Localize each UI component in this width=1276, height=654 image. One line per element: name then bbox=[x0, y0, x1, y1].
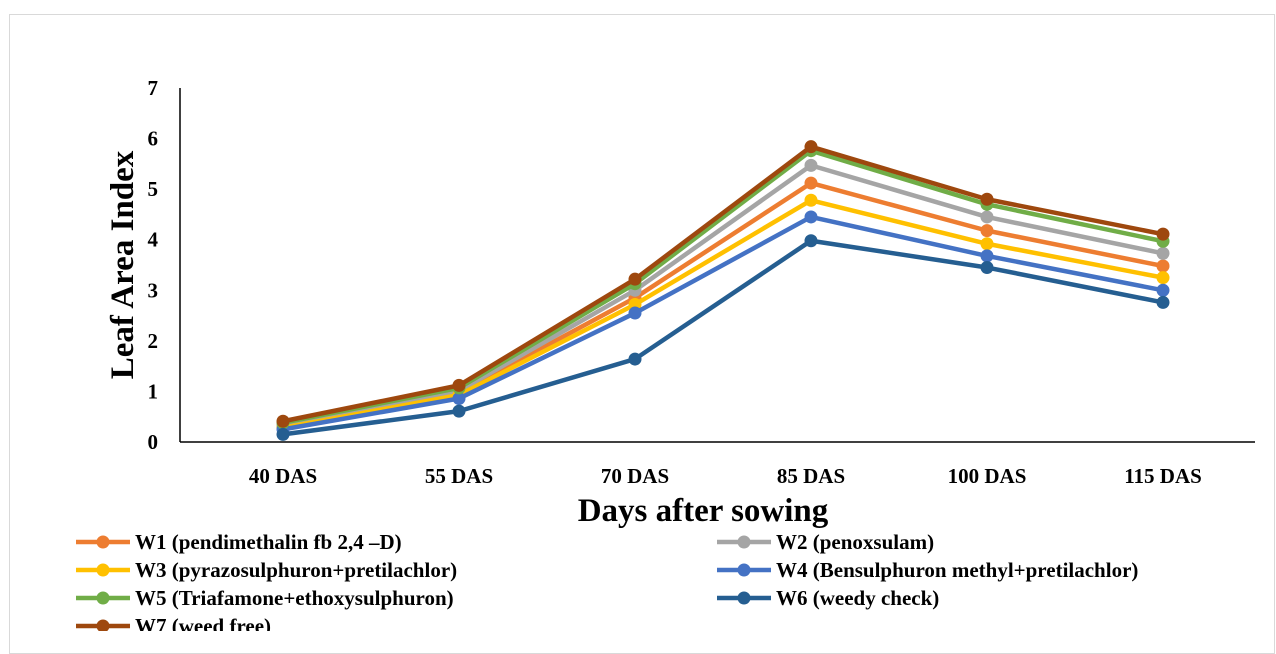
legend-label: W3 (pyrazosulphuron+pretilachlor) bbox=[135, 558, 457, 582]
y-tick-label: 5 bbox=[148, 177, 159, 201]
data-point bbox=[980, 210, 994, 224]
series-group bbox=[276, 140, 1170, 441]
series-4 bbox=[276, 210, 1170, 436]
x-tick-label: 85 DAS bbox=[777, 464, 845, 488]
legend-swatch-marker bbox=[96, 619, 110, 631]
legend-item: W4 (Bensulphuron methyl+pretilachlor) bbox=[717, 558, 1138, 582]
data-point bbox=[452, 378, 466, 392]
data-point bbox=[804, 176, 818, 190]
data-point bbox=[628, 352, 642, 366]
data-point bbox=[1156, 227, 1170, 241]
legend-swatch-marker bbox=[96, 535, 110, 549]
data-point bbox=[804, 158, 818, 172]
data-point bbox=[804, 210, 818, 224]
legend-label: W7 (weed free) bbox=[135, 614, 271, 631]
data-point bbox=[980, 237, 994, 251]
legend-swatch-marker bbox=[737, 563, 751, 577]
data-point bbox=[1156, 246, 1170, 260]
legend-item: W2 (penoxsulam) bbox=[717, 530, 934, 554]
data-point bbox=[452, 404, 466, 418]
chart-frame bbox=[9, 14, 1275, 654]
legend-label: W4 (Bensulphuron methyl+pretilachlor) bbox=[776, 558, 1138, 582]
series-line bbox=[282, 144, 1164, 424]
legend-label: W1 (pendimethalin fb 2,4 –D) bbox=[135, 530, 402, 554]
data-point bbox=[804, 140, 818, 154]
legend: W1 (pendimethalin fb 2,4 –D) W2 (penoxsul… bbox=[76, 530, 1138, 631]
legend-item: W7 (weed free) bbox=[76, 614, 271, 631]
series-line bbox=[282, 238, 1164, 437]
legend-label: W2 (penoxsulam) bbox=[776, 530, 934, 554]
data-point bbox=[276, 427, 290, 441]
x-tick-label: 115 DAS bbox=[1124, 464, 1202, 488]
data-point bbox=[1156, 259, 1170, 273]
legend-item: W6 (weedy check) bbox=[717, 586, 939, 610]
y-tick-label: 3 bbox=[148, 278, 159, 302]
x-tick-label: 100 DAS bbox=[948, 464, 1027, 488]
series-line bbox=[282, 214, 1164, 432]
data-point bbox=[276, 414, 290, 428]
legend-item: W5 (Triafamone+ethoxysulphuron) bbox=[76, 586, 454, 610]
series-6 bbox=[276, 234, 1170, 441]
data-point bbox=[452, 392, 466, 406]
data-point bbox=[1156, 295, 1170, 309]
data-point bbox=[980, 192, 994, 206]
legend-label: W5 (Triafamone+ethoxysulphuron) bbox=[135, 586, 454, 610]
data-point bbox=[628, 272, 642, 286]
series-line bbox=[282, 198, 1164, 431]
x-tick-label: 70 DAS bbox=[601, 464, 669, 488]
data-point bbox=[804, 193, 818, 207]
data-point bbox=[1156, 283, 1170, 297]
legend-item: W1 (pendimethalin fb 2,4 –D) bbox=[76, 530, 402, 554]
y-tick-label: 7 bbox=[148, 76, 159, 100]
y-tick-label: 4 bbox=[148, 228, 159, 252]
legend-swatch-marker bbox=[96, 563, 110, 577]
series-line bbox=[282, 148, 1164, 425]
series-2 bbox=[276, 158, 1170, 432]
legend-label: W6 (weedy check) bbox=[776, 586, 939, 610]
y-tick-label: 0 bbox=[148, 430, 159, 454]
data-point bbox=[628, 306, 642, 320]
legend-swatch-marker bbox=[96, 591, 110, 605]
line-chart: 0 1 2 3 4 5 6 7 40 DAS 55 DAS 70 DAS 85 DAS 100 DAS… bbox=[76, 76, 1255, 631]
x-tick-label: 40 DAS bbox=[249, 464, 317, 488]
data-point bbox=[980, 261, 994, 275]
data-point bbox=[1156, 271, 1170, 285]
data-point bbox=[980, 249, 994, 263]
x-tick-label: 55 DAS bbox=[425, 464, 493, 488]
series-line bbox=[282, 163, 1164, 428]
y-axis-ticks: 0 1 2 3 4 5 6 7 bbox=[148, 76, 159, 454]
y-tick-label: 2 bbox=[148, 329, 159, 353]
legend-item: W3 (pyrazosulphuron+pretilachlor) bbox=[76, 558, 457, 582]
y-tick-label: 6 bbox=[148, 127, 159, 151]
legend-swatch-marker bbox=[737, 535, 751, 549]
y-tick-label: 1 bbox=[148, 379, 159, 403]
y-axis-title: Leaf Area Index bbox=[105, 150, 141, 379]
data-point bbox=[804, 234, 818, 248]
series-5 bbox=[276, 144, 1170, 430]
x-axis-title: Days after sowing bbox=[578, 493, 829, 529]
series-7 bbox=[276, 140, 1170, 428]
data-point bbox=[980, 224, 994, 238]
x-axis-ticks: 40 DAS 55 DAS 70 DAS 85 DAS 100 DAS 115 DAS bbox=[249, 464, 1202, 488]
legend-swatch-marker bbox=[737, 591, 751, 605]
